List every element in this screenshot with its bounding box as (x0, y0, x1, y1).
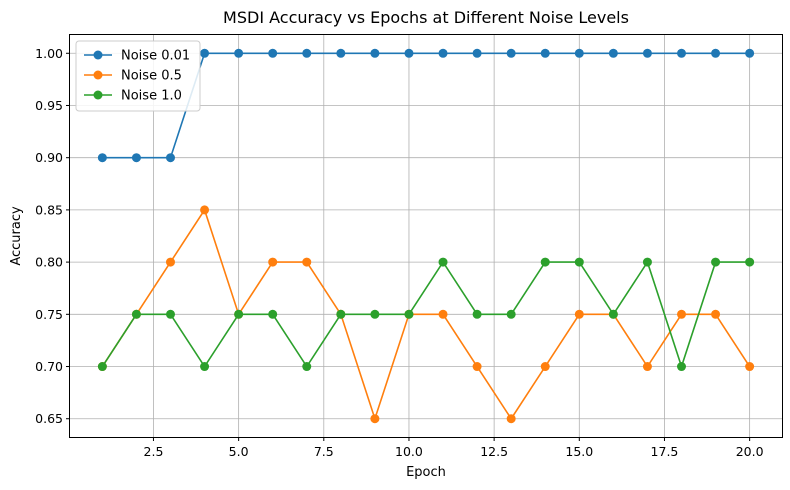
data-point (472, 48, 482, 58)
data-point (540, 48, 550, 58)
y-tick-label: 0.80 (35, 255, 63, 270)
data-point (234, 48, 244, 58)
grid-lines (70, 35, 782, 437)
data-point (642, 362, 652, 372)
data-point (608, 309, 618, 319)
data-point (404, 48, 414, 58)
legend-box (75, 40, 201, 112)
series-line (101, 260, 750, 370)
axis-ticks: 2.5 5.0 7.5 10.0 12.5 15.0 17.5 20.0 0.65 0.70 0.7… (35, 46, 763, 459)
data-point (336, 48, 346, 58)
data-point (677, 362, 687, 372)
x-tick-label: 2.5 (144, 444, 164, 459)
data-point (200, 362, 210, 372)
y-tick-label: 1.00 (35, 46, 63, 61)
legend-swatch-marker (93, 50, 103, 60)
data-point (404, 309, 414, 319)
legend: Noise 0.01 Noise 0.5 Noise 1.0 (75, 40, 201, 112)
data-point (540, 257, 550, 267)
data-point (200, 48, 210, 58)
data-point (302, 257, 312, 267)
data-point (268, 257, 278, 267)
legend-item: Noise 0.01 (84, 49, 190, 64)
legend-label: Noise 0.5 (121, 69, 182, 84)
data-point (745, 362, 755, 372)
data-point (165, 153, 175, 163)
x-tick-label: 5.0 (229, 444, 249, 459)
data-point (370, 48, 380, 58)
data-point (302, 362, 312, 372)
legend-label: Noise 0.01 (121, 49, 190, 64)
data-point (677, 48, 687, 58)
data-point (438, 257, 448, 267)
x-tick-label: 12.5 (480, 444, 508, 459)
y-tick-label: 0.85 (35, 202, 63, 217)
data-point (574, 309, 584, 319)
data-point (574, 257, 584, 267)
data-point (711, 309, 721, 319)
y-tick-label: 0.95 (35, 98, 63, 113)
data-point (97, 153, 107, 163)
y-axis-label: Accuracy (9, 206, 24, 266)
series-2 (97, 257, 755, 372)
data-point (302, 48, 312, 58)
data-point (677, 309, 687, 319)
data-point (370, 414, 380, 424)
data-point (540, 362, 550, 372)
legend-item: Noise 0.5 (84, 69, 182, 84)
data-point (745, 48, 755, 58)
data-point (745, 257, 755, 267)
data-point (608, 48, 618, 58)
data-point (574, 48, 584, 58)
series-line (102, 52, 750, 159)
data-point (131, 153, 141, 163)
x-tick-label: 10.0 (395, 444, 423, 459)
data-point (336, 309, 346, 319)
x-tick-label: 20.0 (736, 444, 764, 459)
data-point (438, 48, 448, 58)
data-point (370, 309, 380, 319)
data-point (506, 48, 516, 58)
data-point (472, 362, 482, 372)
series-line (101, 208, 751, 422)
data-point (711, 257, 721, 267)
data-point (200, 205, 210, 215)
x-axis-label: Epoch (406, 465, 446, 480)
data-point (165, 309, 175, 319)
x-tick-label: 17.5 (651, 444, 679, 459)
legend-label: Noise 1.0 (121, 89, 182, 104)
data-point (472, 309, 482, 319)
data-point (268, 309, 278, 319)
data-point (438, 309, 448, 319)
data-point (642, 48, 652, 58)
data-point (506, 414, 516, 424)
y-tick-label: 0.70 (35, 359, 63, 374)
data-point (711, 48, 721, 58)
data-point (234, 309, 244, 319)
data-point (642, 257, 652, 267)
data-point (268, 48, 278, 58)
data-point (506, 309, 516, 319)
data-point (165, 257, 175, 267)
y-tick-label: 0.90 (35, 150, 63, 165)
legend-swatch-marker (93, 70, 103, 80)
legend-swatch-marker (93, 90, 103, 100)
y-tick-label: 0.65 (35, 411, 63, 426)
series-0 (97, 48, 755, 163)
plot-area-frame (69, 34, 783, 438)
data-point (97, 362, 107, 372)
chart-title: MSDI Accuracy vs Epochs at Different Noi… (223, 8, 629, 27)
x-tick-label: 15.0 (565, 444, 593, 459)
data-point (131, 309, 141, 319)
legend-item: Noise 1.0 (84, 89, 182, 104)
x-tick-label: 7.5 (314, 444, 334, 459)
y-tick-label: 0.75 (35, 307, 63, 322)
series-lines (97, 48, 755, 424)
